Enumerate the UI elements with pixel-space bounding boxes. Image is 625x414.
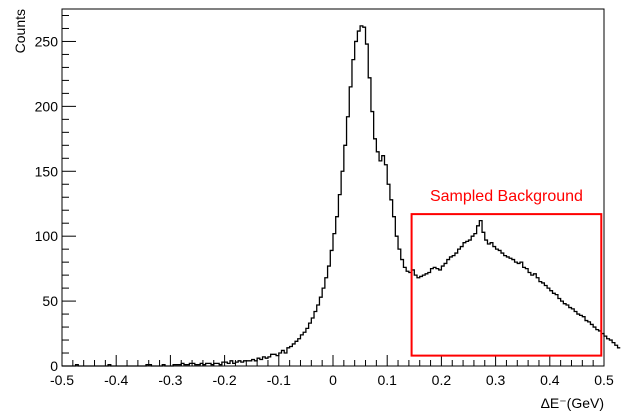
x-axis-title: ΔE⁻(GeV): [541, 395, 604, 411]
x-tick-label: -0.3: [158, 372, 182, 388]
x-tick-label: 0.4: [540, 372, 560, 388]
x-tick-label: -0.1: [267, 372, 291, 388]
x-tick-label: -0.2: [213, 372, 237, 388]
x-tick-label: -0.4: [104, 372, 128, 388]
sampled-background-label: Sampled Background: [430, 188, 583, 205]
x-tick-label: 0: [329, 372, 337, 388]
y-tick-label: 200: [35, 98, 59, 114]
histogram-line: [62, 25, 621, 367]
x-tick-label: 0.2: [432, 372, 452, 388]
x-tick-label: 0.3: [486, 372, 506, 388]
y-tick-label: 0: [50, 358, 58, 374]
x-tick-label: -0.5: [50, 372, 74, 388]
tick-labels: -0.5 -0.4 -0.3 -0.2 -0.1 0 0.1 0.2 0.3 0.4 0.5 0 50 1…: [35, 33, 614, 388]
x-tick-label: 0.1: [377, 372, 397, 388]
x-tick-label: 0.5: [594, 372, 614, 388]
y-axis-title: Counts: [12, 9, 28, 53]
y-tick-label: 250: [35, 33, 59, 49]
y-tick-label: 50: [42, 293, 58, 309]
y-tick-label: 150: [35, 163, 59, 179]
y-tick-label: 100: [35, 228, 59, 244]
sampled-background-box: [410, 213, 603, 357]
